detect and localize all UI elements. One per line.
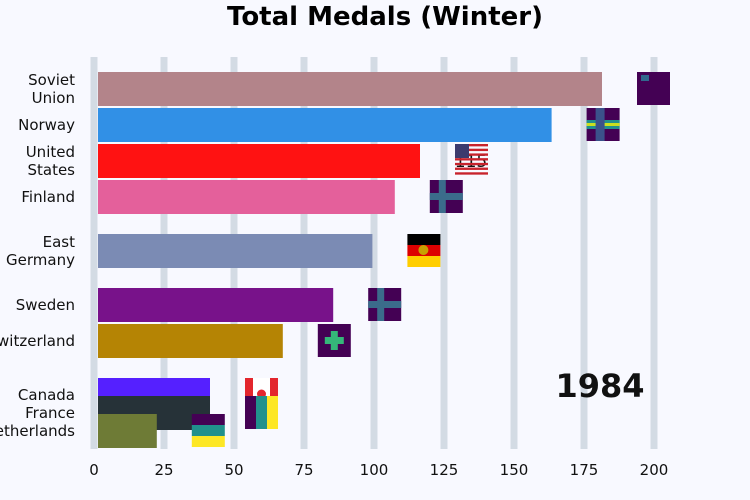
- category-label: Netherlands: [0, 422, 75, 440]
- east-germany-flag-icon: [407, 234, 441, 267]
- category-label: Finland: [21, 188, 75, 206]
- chart-title: Total Medals (Winter): [227, 2, 543, 32]
- x-tick-label: 125: [430, 461, 459, 479]
- category-labels: Soviet Union Norway United States Finland East…: [0, 71, 75, 440]
- category-label: Sweden: [16, 296, 75, 314]
- soviet-union-flag-icon: [637, 72, 670, 105]
- norway-flag-icon: [586, 108, 620, 141]
- category-label: Soviet Union: [28, 71, 75, 107]
- year-label: 1984: [555, 367, 644, 405]
- x-tick-label: 150: [500, 461, 529, 479]
- bar: [98, 324, 283, 358]
- grid-line: [580, 57, 588, 449]
- bar: [98, 72, 602, 106]
- bar: [98, 180, 395, 214]
- x-tick-label: 75: [294, 461, 313, 479]
- category-label: United States: [26, 143, 75, 179]
- flag-icons: [191, 72, 670, 447]
- category-label: Canada: [18, 386, 75, 404]
- bar: [98, 234, 373, 268]
- grid-line: [90, 57, 98, 449]
- bar: [98, 288, 334, 322]
- france-flag-icon: [245, 396, 278, 429]
- switzerland-flag-icon: [317, 324, 351, 357]
- x-tick-label: 50: [224, 461, 243, 479]
- x-tick-label: 25: [154, 461, 173, 479]
- category-label: East Germany: [6, 233, 75, 269]
- bar: [98, 144, 420, 178]
- sweden-flag-icon: [368, 288, 402, 321]
- finland-flag-icon: [429, 180, 463, 213]
- grid-line: [650, 57, 658, 449]
- x-axis-tick-labels: 0 25 50 75 100 125 150 175 200: [89, 461, 668, 479]
- united-states-flag-icon: [455, 144, 488, 175]
- category-label: France: [25, 404, 75, 422]
- bar: [98, 414, 157, 448]
- netherlands-flag-icon: [191, 414, 225, 447]
- x-tick-label: 100: [360, 461, 389, 479]
- bar: [98, 108, 552, 142]
- x-tick-label: 0: [89, 461, 99, 479]
- x-tick-label: 175: [570, 461, 599, 479]
- x-tick-label: 200: [640, 461, 669, 479]
- grid-line: [510, 57, 518, 449]
- bars: [98, 72, 602, 448]
- grid-line: [440, 57, 448, 449]
- category-label: Norway: [18, 116, 75, 134]
- category-label: Switzerland: [0, 332, 75, 350]
- grid-line: [370, 57, 378, 449]
